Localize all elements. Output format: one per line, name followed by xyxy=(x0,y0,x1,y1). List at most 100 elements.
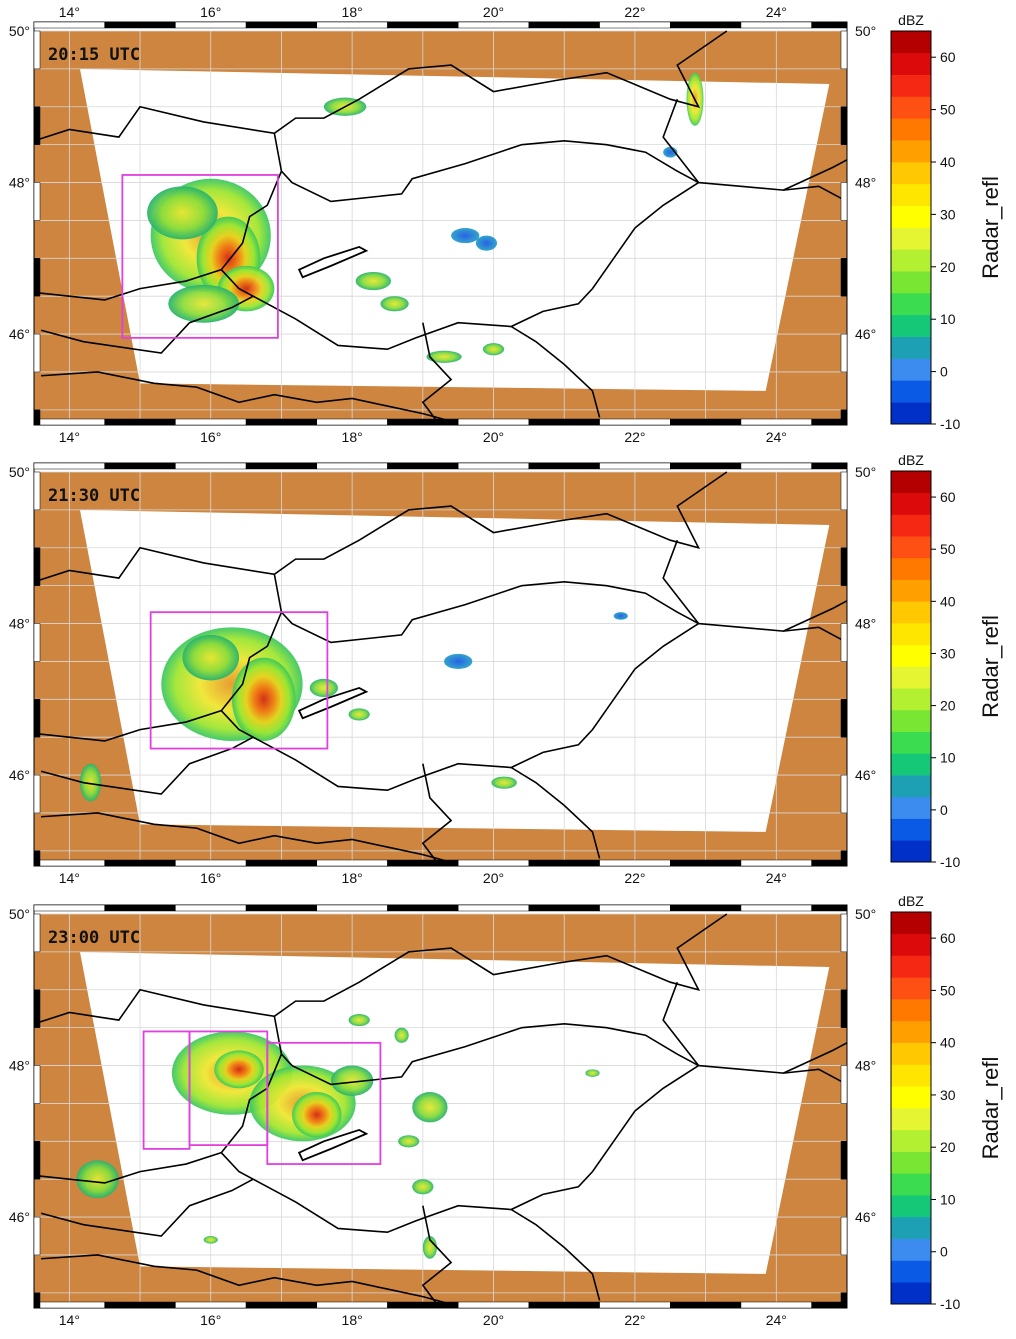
frame-tick-left xyxy=(33,1292,41,1309)
lat-tick-label: 50° xyxy=(855,464,876,480)
colorbar-segment xyxy=(891,536,931,559)
frame-tick-top xyxy=(599,21,671,29)
country-border xyxy=(783,600,848,632)
frame-tick-left xyxy=(33,699,41,738)
reflectivity-cell xyxy=(412,1179,434,1195)
map-panel-1: 14° 14° 16° 16° 18° 18° 20° 20° 22° 22° 24° 24° 46° 4… xyxy=(9,4,876,445)
colorbar-tick-label: 60 xyxy=(940,930,956,946)
lon-tick-label: 20° xyxy=(483,870,504,886)
colorbar-tick-label: 10 xyxy=(940,311,956,327)
country-border xyxy=(421,763,453,863)
country-border xyxy=(273,574,699,644)
reflectivity-cell xyxy=(292,1092,342,1138)
frame-tick-right xyxy=(840,774,848,814)
colorbar-variable-name: Radar_refl xyxy=(978,615,1003,718)
frame-tick-left xyxy=(33,106,41,145)
model-domain xyxy=(79,951,830,1274)
colorbar-tick-label: 10 xyxy=(940,750,956,766)
colorbar-segment xyxy=(891,271,931,294)
colorbar-segment xyxy=(891,1151,931,1174)
lon-tick-label: 14° xyxy=(59,429,80,445)
frame-tick-bottom xyxy=(33,859,105,867)
frame-tick-right xyxy=(840,913,848,953)
frame-tick-bottom xyxy=(316,1301,388,1309)
reflectivity-cell xyxy=(380,296,409,312)
colorbar-1: 60 50 40 30 20 10 0 -10 dBZ Radar_refl xyxy=(890,12,1003,432)
lake-balaton xyxy=(297,245,369,279)
frame-tick-top xyxy=(811,904,848,912)
frame-tick-bottom xyxy=(316,418,388,426)
country-border xyxy=(41,812,452,863)
colorbar-segment xyxy=(891,31,931,54)
lon-tick-label: 24° xyxy=(766,4,787,20)
frame-tick-top xyxy=(457,904,530,912)
lat-tick-label: 48° xyxy=(9,616,30,632)
colorbar-tick-label: 30 xyxy=(940,645,956,661)
frame-tick-top xyxy=(811,462,848,470)
reflectivity-cell xyxy=(482,343,505,356)
frame-tick-right xyxy=(840,850,848,867)
colorbar-segment xyxy=(891,492,931,515)
country-border xyxy=(510,325,601,418)
country-border xyxy=(40,1178,254,1237)
country-border xyxy=(41,371,452,422)
frame-tick-left xyxy=(33,1065,41,1104)
lon-tick-label: 24° xyxy=(766,1312,787,1328)
frame-tick-top xyxy=(245,904,318,912)
colorbar-tick-label: 60 xyxy=(940,49,956,65)
country-border xyxy=(421,1205,453,1305)
frame-tick-left xyxy=(33,409,41,426)
country-border xyxy=(220,1053,699,1234)
frame-tick-bottom xyxy=(740,1301,812,1309)
frame-tick-top xyxy=(316,21,388,29)
lon-tick-label: 16° xyxy=(200,870,221,886)
reflectivity-cell xyxy=(79,763,102,802)
country-border xyxy=(662,981,700,1067)
lat-tick-label: 48° xyxy=(855,1058,876,1074)
frame-tick-left xyxy=(33,774,41,814)
colorbar-segment xyxy=(891,601,931,624)
country-border xyxy=(220,170,699,351)
frame-tick-bottom xyxy=(104,859,176,867)
colorbar-segment xyxy=(891,775,931,798)
frame-tick-top xyxy=(528,904,600,912)
frame-tick-left xyxy=(33,333,41,373)
country-border xyxy=(510,1208,601,1301)
colorbar-variable-name: Radar_refl xyxy=(978,1057,1003,1160)
country-border xyxy=(33,30,728,142)
lat-tick-label: 48° xyxy=(855,616,876,632)
frame-tick-top xyxy=(245,462,318,470)
frame-tick-top xyxy=(33,21,105,29)
colorbar-segment xyxy=(891,709,931,732)
frame-tick-right xyxy=(840,989,848,1028)
reflectivity-cell xyxy=(585,1069,600,1077)
reflectivity-cell xyxy=(355,271,392,291)
frame-tick-bottom xyxy=(175,418,247,426)
colorbar-segment xyxy=(891,1216,931,1239)
colorbar-segment xyxy=(891,314,931,337)
frame-tick-left xyxy=(33,850,41,867)
frame-tick-top xyxy=(457,21,530,29)
colorbar-tick-label: 0 xyxy=(940,802,948,818)
frame-tick-top xyxy=(528,462,600,470)
colorbar-frame xyxy=(890,30,932,425)
frame-tick-left xyxy=(33,547,41,586)
frame-tick-bottom xyxy=(670,859,742,867)
colorbar-2: 60 50 40 30 20 10 0 -10 dBZ Radar_refl xyxy=(890,452,1003,870)
colorbar-segment xyxy=(891,688,931,711)
colorbar-segment xyxy=(891,999,931,1022)
reflectivity-cell xyxy=(214,1050,264,1089)
reflectivity-cell xyxy=(444,653,473,670)
colorbar-segment xyxy=(891,623,931,646)
colorbar-frame xyxy=(890,470,932,863)
frame-tick-left xyxy=(33,471,41,511)
frame-tick-right xyxy=(840,1292,848,1309)
reflectivity-cell xyxy=(422,1236,437,1259)
lon-tick-label: 22° xyxy=(624,1312,645,1328)
lake-balaton xyxy=(297,686,369,720)
colorbar-3: 60 50 40 30 20 10 0 -10 dBZ Radar_refl xyxy=(890,893,1003,1312)
frame-tick-bottom xyxy=(528,1301,600,1309)
lon-tick-label: 16° xyxy=(200,429,221,445)
frame-tick-bottom xyxy=(457,1301,530,1309)
frame-tick-bottom xyxy=(316,859,388,867)
